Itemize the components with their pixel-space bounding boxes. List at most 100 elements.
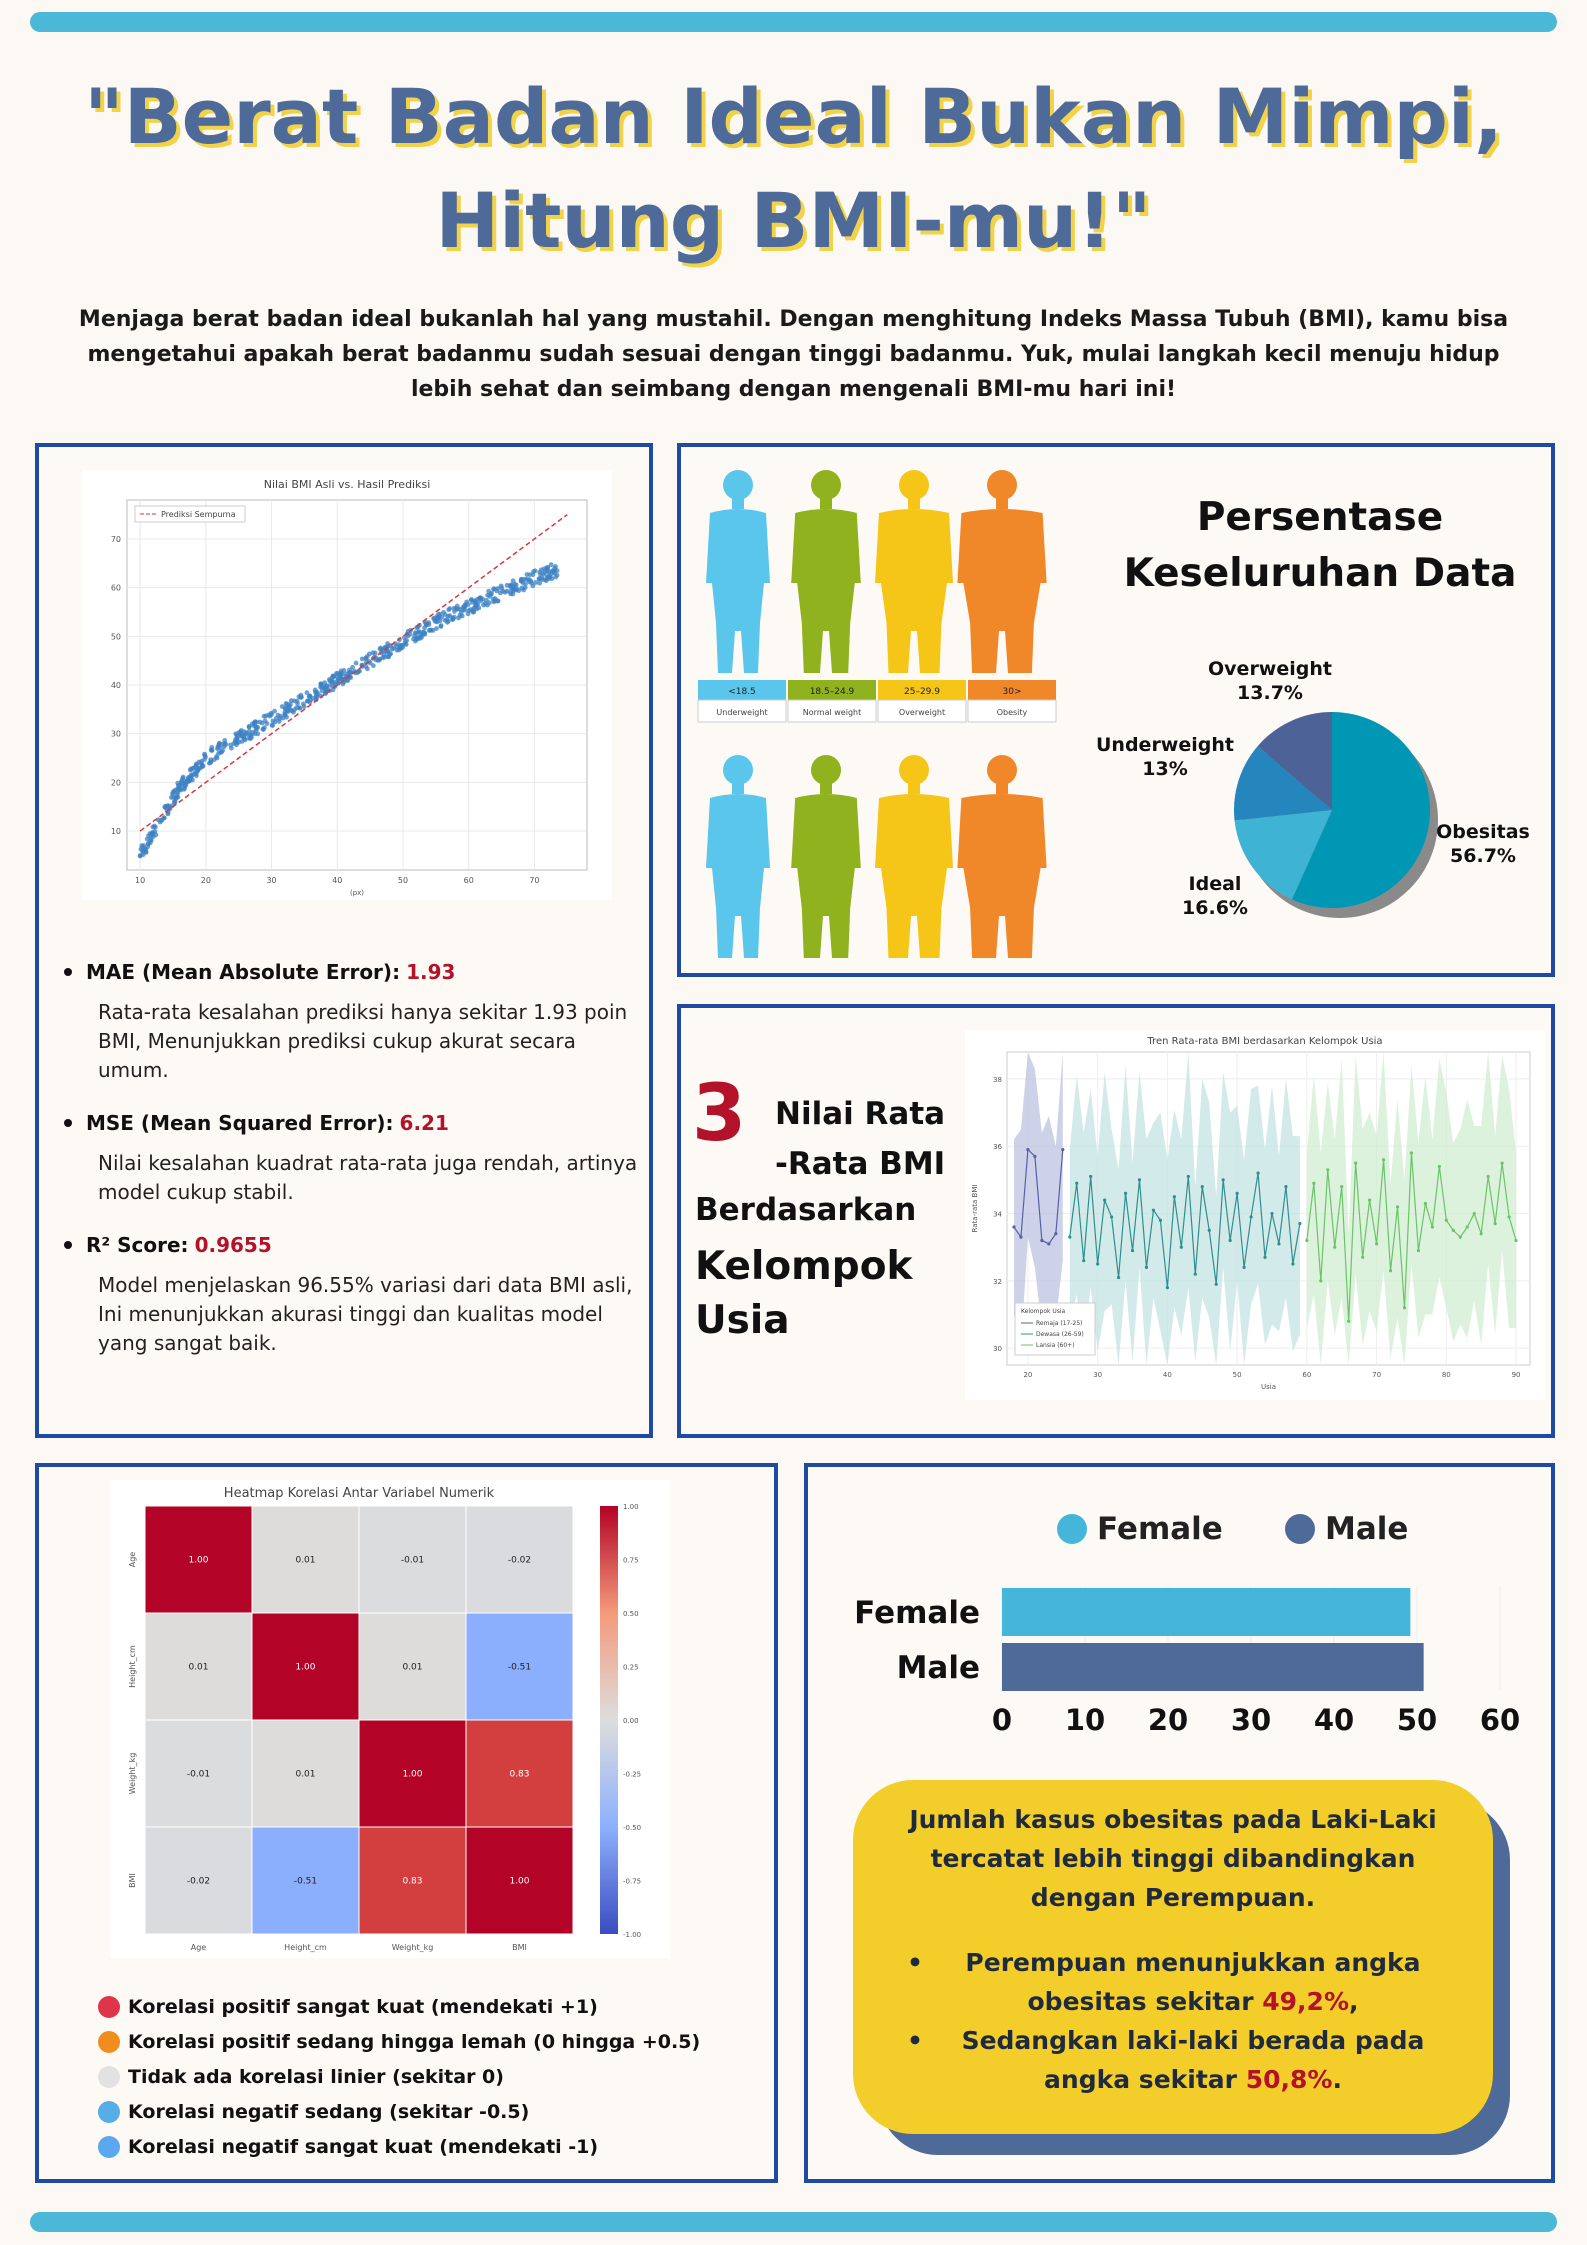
scatter-point: [152, 824, 158, 830]
scatter-point: [402, 641, 408, 647]
legend-label: Remaja (17-25): [1036, 1320, 1082, 1327]
series-point: [1437, 1164, 1441, 1169]
scatter-point: [247, 732, 253, 738]
scatter-point: [537, 580, 543, 586]
series-point: [1026, 1148, 1030, 1152]
callout-value: 50,8%: [1245, 2065, 1333, 2094]
series-point: [1103, 1198, 1107, 1202]
scatter-point: [284, 708, 290, 714]
heatmap-legend-item: Korelasi positif sedang hingga lemah (0 …: [98, 2031, 700, 2053]
confidence-band: [1306, 1052, 1517, 1365]
callout-punct: .: [1332, 2065, 1342, 2094]
series-point: [1361, 1255, 1365, 1259]
series-point: [1486, 1174, 1490, 1179]
scatter-point: [389, 646, 395, 652]
x-tick-label: 10: [135, 876, 145, 885]
heatmap-value: 0.01: [295, 1770, 315, 1780]
neck-shape: [908, 499, 920, 509]
heatmap-cell: [358, 1505, 467, 1614]
scatter-point: [208, 747, 214, 753]
torso-shape: [791, 509, 861, 673]
category-label: Overweight: [899, 708, 945, 717]
scatter-point: [168, 795, 174, 800]
scatter-point: [217, 745, 223, 750]
scatter-point: [269, 722, 275, 728]
torso-shape: [957, 509, 1047, 673]
scatter-point: [150, 834, 156, 840]
series-point: [1089, 1174, 1093, 1179]
colorbar-tick: 0.00: [623, 1717, 639, 1725]
series-point: [1458, 1235, 1462, 1239]
title-line-1: "Berat Badan Ideal Bukan Mimpi,: [84, 72, 1503, 161]
legend-label: Tidak ada korelasi linier (sekitar 0): [128, 2066, 504, 2088]
scatter-point: [222, 738, 228, 743]
scatter-point: [175, 794, 181, 800]
series-point: [1116, 1275, 1121, 1280]
scatter-point: [176, 783, 181, 789]
metric-list: MAE (Mean Absolute Error): 1.93 Rata-rata…: [64, 960, 644, 1384]
series-point: [1228, 1238, 1232, 1243]
heatmap-value: -0.51: [508, 1663, 531, 1673]
scatter-point: [471, 605, 477, 611]
scatter-point: [422, 631, 428, 637]
series-point: [1270, 1211, 1274, 1216]
gender-bar-chart: Female Male 0 10 20 30 40 50 60 Female Male: [854, 1511, 1520, 1737]
metric-value: 0.9655: [194, 1233, 272, 1257]
scatter-point: [365, 666, 370, 672]
series-point: [1047, 1242, 1051, 1246]
x-tick-label: 30: [266, 876, 276, 885]
legend-label: Korelasi negatif sedang (sekitar -0.5): [128, 2101, 530, 2123]
scatter-point: [218, 750, 223, 755]
legend-label: Korelasi positif sangat kuat (mendekati …: [128, 1996, 598, 2018]
column-label: Height_cm: [284, 1943, 327, 1952]
pie-label-value: 16.6%: [1182, 897, 1248, 919]
series-point: [1333, 1245, 1337, 1249]
category-label: Obesity: [997, 708, 1028, 717]
scatter-point: [298, 695, 304, 700]
body-figure-bottom: [791, 755, 861, 958]
range-cell: [788, 680, 876, 700]
callout-text: Perempuan menunjukkan angka obesitas sek…: [965, 1948, 1421, 2016]
bullet-dot: •: [907, 1948, 923, 1977]
legend-label: Lansia (60+): [1036, 1342, 1075, 1349]
callout-lead: Jumlah kasus obesitas pada Laki-Laki ter…: [909, 1805, 1437, 1912]
series-point: [1263, 1255, 1267, 1259]
heatmap-value: 0.83: [402, 1877, 422, 1887]
chart-title: Tren Rata-rata BMI berdasarkan Kelompok …: [1146, 1036, 1382, 1047]
series-point: [1172, 1195, 1176, 1199]
series-line: [1069, 1173, 1301, 1288]
body-figure-top: [875, 470, 953, 673]
body-type-illustration: <18.5 Underweight 18.5–24.9 Normal weight 25…: [697, 470, 1057, 958]
scatter-point: [270, 718, 276, 724]
heatmap-chart: Heatmap Korelasi Antar Variabel Numerik 1…: [110, 1480, 670, 1958]
scatter-point: [272, 708, 278, 714]
scatter-point: [138, 846, 144, 852]
x-tick-label: 20: [1148, 1703, 1188, 1737]
body-figure-bottom: [706, 755, 770, 958]
series-point: [1137, 1178, 1142, 1182]
legend-color-dot: [98, 1996, 120, 2018]
colorbar-tick: 1.00: [623, 1503, 639, 1511]
heatmap-cell: [465, 1505, 574, 1614]
pie-slice-ideal: [1234, 810, 1332, 900]
heatmap-cell: [251, 1826, 360, 1935]
scatter-point: [378, 645, 384, 651]
pie-label-value: 13%: [1142, 758, 1188, 780]
category-label: Male: [897, 1650, 980, 1686]
scatter-point: [394, 647, 400, 653]
y-tick-label: 10: [111, 827, 121, 836]
series-point: [1075, 1181, 1079, 1185]
scatter-point: [359, 656, 365, 662]
legend-box: [134, 505, 246, 523]
legend-box: [1014, 1302, 1096, 1356]
heatmap-cell: [465, 1612, 574, 1721]
series-point: [1110, 1215, 1114, 1219]
scatter-point: [478, 598, 484, 604]
scatter-point: [447, 606, 453, 611]
heatmap-cell: [465, 1826, 574, 1935]
range-cell: [968, 680, 1056, 700]
scatter-point: [161, 815, 167, 821]
page-title: "Berat Badan Ideal Bukan Mimpi, Hitung B…: [0, 65, 1587, 273]
bullet-dot: [64, 1119, 72, 1127]
neck-shape: [820, 499, 832, 509]
